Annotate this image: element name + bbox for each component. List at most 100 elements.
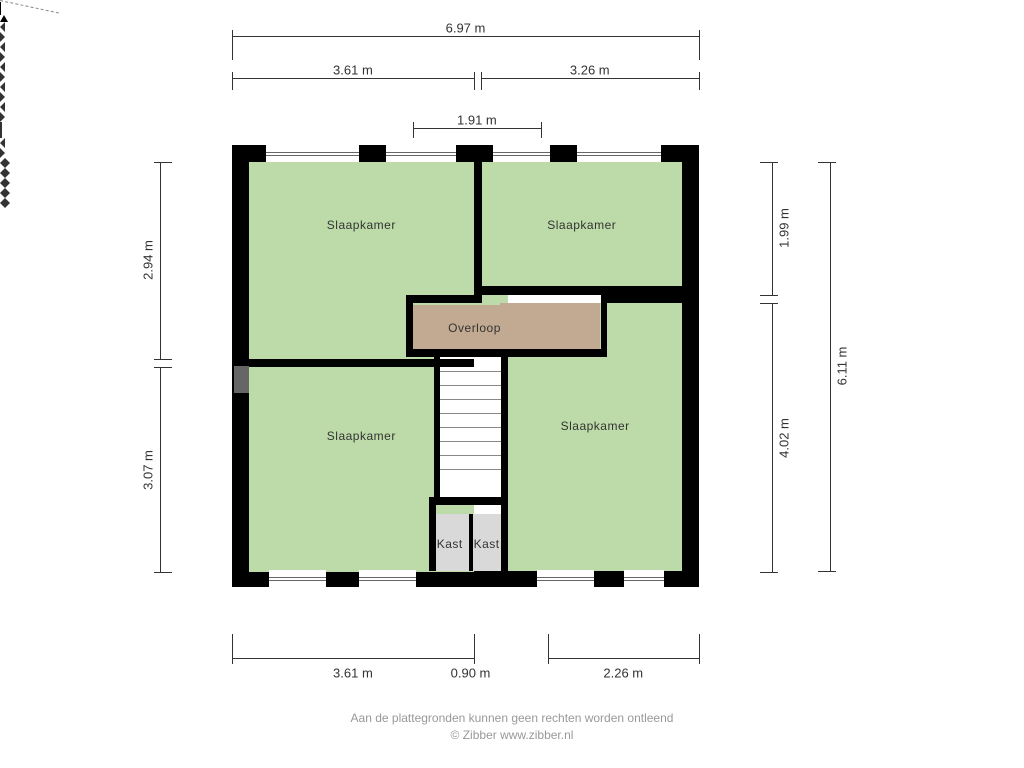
label-bedroom_bl: Slaapkamer xyxy=(327,429,396,443)
patch xyxy=(482,295,508,303)
dim-ext xyxy=(232,30,233,60)
wall-interior xyxy=(429,497,505,505)
dim-tick xyxy=(0,122,2,130)
window xyxy=(266,145,360,162)
stair-tread xyxy=(440,427,500,428)
wall-interior xyxy=(474,286,682,295)
dim-ext xyxy=(760,162,778,163)
dim-arrow xyxy=(0,148,5,158)
floorplan-canvas: SlaapkamerSlaapkamerSlaapkamerSlaapkamer… xyxy=(0,0,1024,768)
footer-line1: Aan de plattegronden kunnen geen rechten… xyxy=(0,710,1024,727)
window xyxy=(577,145,661,162)
dim-ext xyxy=(541,122,542,138)
dim-arrow xyxy=(0,112,5,122)
dim-ext xyxy=(474,72,475,90)
label-bedroom_r: Slaapkamer xyxy=(561,419,630,433)
dim-ext xyxy=(818,162,836,163)
wall-exterior-right xyxy=(682,145,699,587)
wall-bump xyxy=(234,366,249,393)
dim-arrow xyxy=(0,52,5,62)
dim-arrow xyxy=(0,32,5,42)
dim-ext xyxy=(474,634,475,664)
dim-ext xyxy=(232,634,233,664)
dim-ext xyxy=(154,162,172,163)
dim-label: 1.91 m xyxy=(457,113,497,128)
dim-ext xyxy=(413,122,414,138)
stair-tread xyxy=(440,385,500,386)
wall-interior xyxy=(434,357,441,498)
wall-interior xyxy=(501,349,608,357)
footer: Aan de plattegronden kunnen geen rechten… xyxy=(0,710,1024,744)
wall-interior xyxy=(601,295,683,303)
dim-line xyxy=(830,162,831,571)
window xyxy=(359,570,416,587)
dim-label: 3.07 m xyxy=(141,450,156,490)
stair-tread xyxy=(440,441,500,442)
dim-line xyxy=(232,78,474,79)
wall-interior xyxy=(406,295,413,349)
wall-interior xyxy=(474,162,482,295)
stair-tread xyxy=(440,413,500,414)
stair-tread xyxy=(440,469,500,470)
wall-interior xyxy=(501,357,508,571)
dim-arrow xyxy=(0,82,5,92)
footer-line2: © Zibber www.zibber.nl xyxy=(0,727,1024,744)
dim-line xyxy=(772,303,773,572)
dim-label: 3.61 m xyxy=(333,666,373,681)
dim-line xyxy=(548,658,699,659)
dim-line xyxy=(413,128,541,129)
stair-tread xyxy=(440,371,500,372)
dim-label: 3.61 m xyxy=(333,63,373,78)
dim-line xyxy=(160,367,161,573)
dim-line xyxy=(772,162,773,295)
wall-interior xyxy=(469,514,472,572)
window xyxy=(624,570,664,587)
dim-ext xyxy=(699,30,700,60)
dim-tick xyxy=(0,130,2,138)
dim-ext xyxy=(481,72,482,90)
dim-ext xyxy=(760,295,778,296)
dim-ext xyxy=(818,571,836,572)
wall-interior xyxy=(406,295,482,303)
window xyxy=(386,145,456,162)
dim-arrow xyxy=(0,203,10,208)
stair-tread xyxy=(440,399,500,400)
dim-arrow xyxy=(0,22,5,32)
window xyxy=(537,570,594,587)
dim-arrow xyxy=(0,62,5,72)
label-landing: Overloop xyxy=(448,321,501,335)
stair-arrow-head xyxy=(0,15,8,22)
dim-ext xyxy=(154,367,172,368)
dim-ext xyxy=(232,72,233,90)
label-closet_r: Kast xyxy=(474,537,500,551)
dim-label: 2.26 m xyxy=(603,666,643,681)
dim-ext xyxy=(699,72,700,90)
room-landing xyxy=(413,303,601,349)
dim-arrow xyxy=(0,102,5,112)
dim-ext xyxy=(154,572,172,573)
dim-arrow xyxy=(0,92,5,102)
stair-arrow-shaft xyxy=(0,2,1,15)
wall-interior xyxy=(406,349,507,357)
dim-label: 3.26 m xyxy=(570,63,610,78)
dim-label: 6.97 m xyxy=(446,21,486,36)
stair-tread xyxy=(440,455,500,456)
dim-line xyxy=(160,162,161,359)
dim-arrow xyxy=(0,138,5,148)
wall-interior xyxy=(429,505,436,571)
dim-arrow xyxy=(0,72,5,82)
dim-line xyxy=(232,36,699,37)
wall-interior xyxy=(601,295,608,351)
dim-line xyxy=(481,78,699,79)
label-closet_l: Kast xyxy=(437,537,463,551)
dim-arrow xyxy=(0,42,5,52)
label-bedroom_tl: Slaapkamer xyxy=(327,218,396,232)
patch xyxy=(406,303,500,305)
dim-ext xyxy=(154,359,172,360)
dim-label: 4.02 m xyxy=(777,418,792,458)
dim-ext xyxy=(760,572,778,573)
window xyxy=(269,570,326,587)
dim-label: 1.99 m xyxy=(777,209,792,249)
dim-label: 6.11 m xyxy=(835,347,850,386)
dim-ext xyxy=(699,634,700,664)
